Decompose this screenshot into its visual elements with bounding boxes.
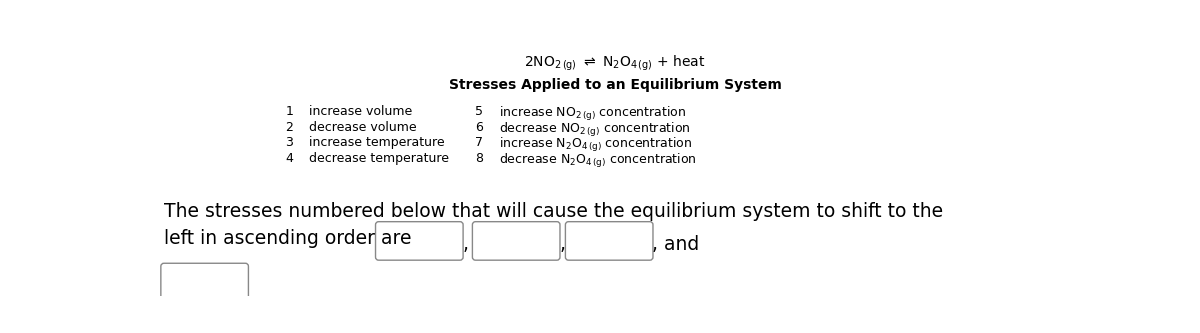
Text: , and: , and	[653, 235, 700, 254]
FancyBboxPatch shape	[376, 222, 463, 260]
Text: decrease $\mathregular{NO_{2\,(g)}}$ concentration: decrease $\mathregular{NO_{2\,(g)}}$ con…	[499, 121, 690, 139]
Text: decrease volume: decrease volume	[308, 121, 416, 134]
Text: 6: 6	[475, 121, 484, 134]
Text: 3: 3	[286, 136, 293, 149]
Text: decrease $\mathregular{N_2O_{4\,(g)}}$ concentration: decrease $\mathregular{N_2O_{4\,(g)}}$ c…	[499, 152, 696, 169]
Text: 4: 4	[286, 152, 293, 165]
Text: ,: ,	[559, 235, 565, 254]
Text: 2: 2	[286, 121, 293, 134]
Text: decrease temperature: decrease temperature	[308, 152, 449, 165]
Text: increase $\mathregular{N_2O_{4\,(g)}}$ concentration: increase $\mathregular{N_2O_{4\,(g)}}$ c…	[499, 136, 692, 154]
Text: 5: 5	[475, 106, 484, 119]
Text: 7: 7	[475, 136, 484, 149]
FancyBboxPatch shape	[161, 263, 248, 302]
FancyBboxPatch shape	[565, 222, 653, 260]
FancyBboxPatch shape	[473, 222, 560, 260]
Text: left in ascending order are: left in ascending order are	[164, 229, 412, 248]
Text: The stresses numbered below that will cause the equilibrium system to shift to t: The stresses numbered below that will ca…	[164, 202, 943, 221]
Text: Stresses Applied to an Equilibrium System: Stresses Applied to an Equilibrium Syste…	[449, 79, 781, 93]
Text: increase temperature: increase temperature	[308, 136, 444, 149]
Text: ,: ,	[462, 235, 468, 254]
Text: increase volume: increase volume	[308, 106, 412, 119]
Text: 1: 1	[286, 106, 293, 119]
Text: 8: 8	[475, 152, 484, 165]
Text: $\mathregular{2NO_{2\,(g)}}$ $\rightleftharpoons$ $\mathregular{N_2O_{4\,(g)}}$ : $\mathregular{2NO_{2\,(g)}}$ $\rightleft…	[524, 54, 706, 73]
Text: increase $\mathregular{NO_{2\,(g)}}$ concentration: increase $\mathregular{NO_{2\,(g)}}$ con…	[499, 106, 686, 124]
